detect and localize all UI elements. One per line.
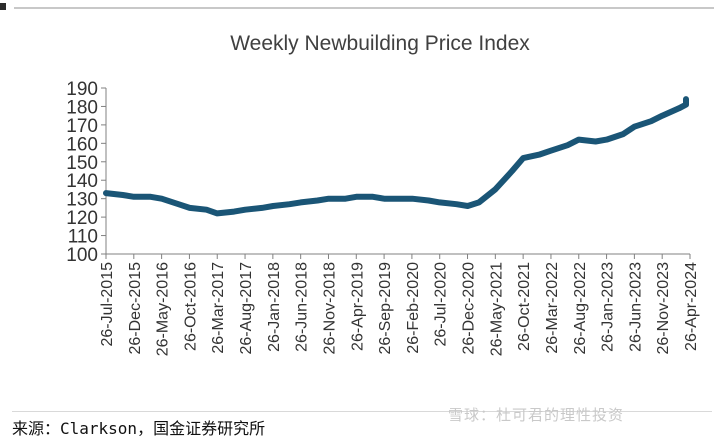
price-index-chart: Weekly Newbuilding Price Index 100110120… [66,32,700,356]
x-tick-label: 26-Mar-2017 [210,262,227,354]
x-tick-label: 26-Jul-2015 [99,262,116,347]
header-rule [14,7,714,9]
y-tick-label: 180 [66,97,98,118]
x-tick-label: 26-Jun-2023 [627,262,644,352]
y-tick-label: 140 [66,171,98,192]
y-tick-label: 190 [66,79,98,100]
x-tick-label: 26-Aug-2022 [572,262,589,355]
y-tick-label: 110 [68,227,98,248]
y-tick-label: 100 [66,245,98,266]
watermark-text: 雪球：杜可君的理性投资 [448,406,625,424]
x-tick-label: 26-Oct-2021 [516,262,533,351]
x-tick-label: 26-Jan-2018 [266,262,283,352]
cropped-header-band [0,0,725,10]
x-tick-label: 26-Jun-2018 [294,262,311,352]
x-tick-label: 26-May-2016 [155,262,172,356]
x-axis: 26-Jul-2015 26-Dec-2015 26-May-2016 26-Oct-… [99,253,700,356]
x-tick-label: 26-Oct-2016 [182,262,199,351]
x-tick-label: 26-Apr-2024 [683,262,700,351]
source-note: 来源：Clarkson，国金证券研究所 [12,419,266,438]
x-tick-label: 26-Nov-2018 [321,262,338,355]
x-tick-label: 26-Nov-2023 [655,262,672,355]
y-tick-label: 170 [66,116,98,137]
x-tick-label: 26-May-2021 [488,262,505,356]
x-tick-label: 26-Dec-2015 [127,262,144,355]
x-tick-label: 26-Sep-2019 [377,262,394,355]
x-tick-label: 26-Jul-2020 [433,262,450,347]
x-tick-label: 26-Dec-2020 [461,262,478,355]
source-divider [12,411,712,412]
y-tick-label: 120 [66,208,98,229]
y-tick-label: 160 [66,134,98,155]
x-tick-label: 26-Jan-2023 [600,262,617,352]
y-tick-label: 130 [66,190,98,211]
header-corner-mark [0,3,6,10]
chart-title: Weekly Newbuilding Price Index [230,32,530,55]
y-tick-label: 150 [66,153,98,174]
x-tick-label: 26-Feb-2020 [405,262,422,354]
x-tick-label: 26-Aug-2017 [238,262,255,355]
series-line [103,96,689,217]
x-tick-label: 26-Mar-2022 [544,262,561,354]
x-tick-label: 26-Apr-2019 [349,262,366,351]
